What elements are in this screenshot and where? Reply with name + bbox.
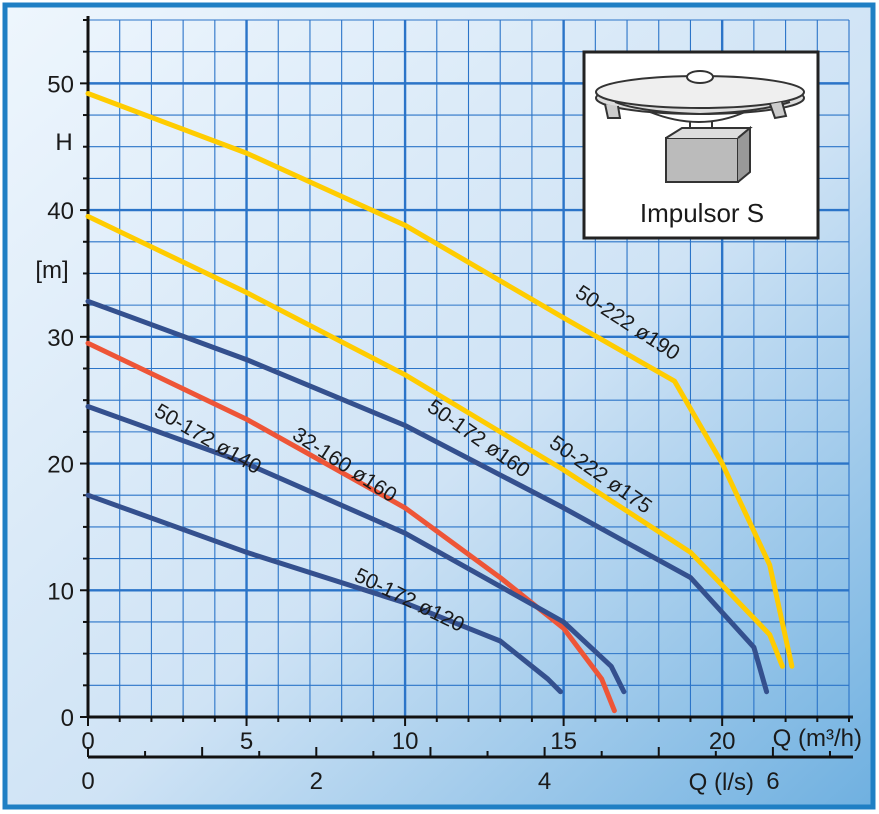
axes [80, 16, 853, 759]
y-tick-label: 50 [47, 71, 74, 98]
y-axis-label-unit: [m] [35, 257, 68, 284]
x-tick-label: 10 [392, 728, 419, 755]
impeller-icon [595, 70, 805, 183]
x2-tick-label: 4 [538, 768, 551, 795]
y-tick-label: 0 [61, 705, 74, 732]
x-axis-label-m3h: Q (m³/h) [773, 725, 862, 752]
x2-tick-label: 2 [310, 768, 323, 795]
y-tick-label: 20 [47, 452, 74, 479]
y-tick-label: 10 [47, 578, 74, 605]
x-tick-label: 15 [550, 728, 577, 755]
x-tick-label: 0 [81, 728, 94, 755]
impeller-inset: Impulsor S [582, 50, 820, 240]
inset-label: Impulsor S [640, 198, 764, 228]
series-line-0 [85, 91, 795, 669]
series-line-2 [85, 298, 770, 695]
y-axis-label-h: H [55, 129, 72, 156]
x2-tick-label: 6 [766, 768, 779, 795]
series-lines [85, 91, 795, 714]
series-line-3 [85, 340, 617, 714]
y-tick-label: 40 [47, 198, 74, 225]
x-axis-label-ls: Q (l/s) [689, 769, 754, 796]
grid [86, 19, 850, 719]
series-line-5 [85, 492, 563, 695]
y-tick-label: 30 [47, 325, 74, 352]
x-tick-label: 5 [240, 728, 253, 755]
series-line-4 [85, 404, 627, 695]
x2-tick-label: 0 [81, 768, 94, 795]
series-line-1 [85, 213, 785, 669]
x-tick-label: 20 [709, 728, 736, 755]
tick-labels: 0 10 20 30 40 50 0 5 10 15 20 0 2 4 6 [47, 71, 779, 795]
